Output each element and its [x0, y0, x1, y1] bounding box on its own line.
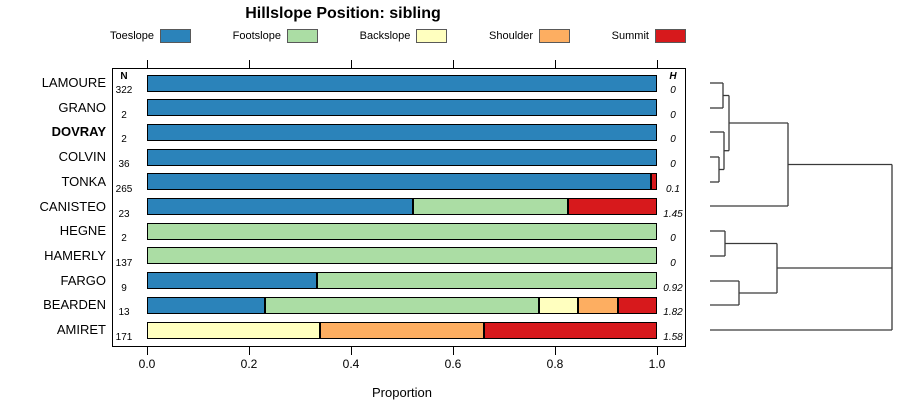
row-label-canisteo: CANISTEO: [39, 198, 106, 214]
legend-swatch: [539, 28, 571, 43]
row-label-tonka: TONKA: [61, 173, 106, 189]
axis-tick-label: 0.6: [444, 357, 462, 371]
bar-segment-summit: [483, 321, 657, 339]
legend-swatch: [286, 28, 318, 43]
legend-swatch: [416, 28, 448, 43]
legend-swatch: [160, 28, 192, 43]
h-value: 0: [670, 257, 676, 269]
bar-segment-toeslope: [147, 99, 657, 117]
bar-segment-summit: [617, 296, 657, 314]
n-value: 171: [115, 332, 133, 343]
h-value: 1.82: [663, 307, 683, 319]
bar-segment-toeslope: [147, 296, 265, 314]
axis-tick-label: 0.4: [342, 357, 360, 371]
bar-segment-backslope: [539, 296, 579, 314]
legend-item: Summit: [611, 28, 686, 43]
n-value: 2: [121, 134, 127, 146]
legend-swatch: [654, 28, 686, 43]
row-label-hamerly: HAMERLY: [44, 247, 106, 263]
row-label-hegne: HEGNE: [59, 223, 106, 239]
row-label-bearden: BEARDEN: [43, 297, 106, 313]
axis-tick: [147, 347, 148, 355]
n-value: 2: [121, 109, 127, 121]
legend-label: Toeslope: [110, 29, 155, 42]
h-value: 0: [670, 85, 676, 96]
h-value: 0: [670, 109, 676, 121]
legend: Toeslope Footslope Backslope Shoulder Summit: [110, 27, 686, 44]
n-column-header: N: [120, 71, 128, 82]
bar-segment-summit: [650, 173, 657, 191]
row-label-fargo: FARGO: [60, 272, 106, 288]
legend-label: Summit: [611, 29, 649, 42]
legend-label: Shoulder: [489, 29, 534, 42]
axis-tick: [555, 347, 556, 355]
n-value: 322: [115, 85, 133, 96]
legend-label: Footslope: [232, 29, 281, 42]
h-column-header: H: [669, 71, 677, 82]
axis-tick: [351, 60, 352, 68]
h-value: 0: [670, 233, 676, 245]
legend-item: Footslope: [232, 28, 318, 43]
row-label-lamoure: LAMOURE: [41, 75, 106, 90]
bar-segment-toeslope: [147, 123, 657, 141]
axis-tick: [147, 60, 148, 68]
n-value: 13: [118, 307, 130, 319]
h-value: 0.92: [663, 282, 683, 294]
panel-box: [112, 68, 686, 347]
n-value: 265: [115, 183, 133, 195]
axis-tick-label: 0.0: [138, 357, 156, 371]
n-value: 23: [118, 208, 130, 220]
bar-segment-footslope: [413, 198, 569, 215]
bar-segment-toeslope: [147, 148, 657, 166]
n-value: 9: [121, 282, 127, 294]
legend-label: Backslope: [359, 29, 411, 42]
bar-segment-backslope: [147, 321, 321, 339]
axis-tick: [453, 60, 454, 68]
n-value: 137: [115, 257, 133, 269]
bar-segment-toeslope: [147, 272, 317, 290]
axis-tick: [657, 60, 658, 68]
bar-segment-toeslope: [147, 74, 657, 92]
bar-segment-shoulder: [578, 296, 618, 314]
h-value: 1.58: [663, 332, 683, 343]
legend-item: Toeslope: [110, 28, 192, 43]
n-value: 2: [121, 233, 127, 245]
axis-tick: [249, 60, 250, 68]
axis-tick-label: 0.8: [546, 357, 564, 371]
bar-segment-footslope: [147, 222, 657, 240]
row-label-amiret: AMIRET: [56, 322, 106, 337]
x-axis-label: Proportion: [372, 385, 432, 400]
bar-segment-footslope: [147, 247, 657, 265]
legend-item: Backslope: [359, 28, 448, 43]
bar-segment-summit: [568, 198, 657, 215]
bar-segment-footslope: [316, 272, 657, 290]
n-value: 36: [118, 159, 130, 171]
legend-item: Shoulder: [489, 28, 571, 43]
axis-tick: [249, 347, 250, 355]
h-value: 0.1: [666, 183, 680, 195]
h-value: 1.45: [663, 208, 683, 220]
h-value: 0: [670, 159, 676, 171]
bar-segment-toeslope: [147, 173, 651, 191]
row-label-colvin: COLVIN: [58, 149, 106, 165]
axis-tick: [657, 347, 658, 355]
bar-segment-toeslope: [147, 198, 414, 215]
axis-tick: [453, 347, 454, 355]
plot-title: Hillslope Position: sibling: [245, 5, 441, 22]
axis-tick-label: 0.2: [240, 357, 258, 371]
bar-segment-shoulder: [320, 321, 484, 339]
row-label-dovray: DOVRAY: [51, 124, 106, 140]
axis-tick: [351, 347, 352, 355]
bar-segment-footslope: [264, 296, 540, 314]
row-label-grano: GRANO: [58, 99, 106, 115]
axis-tick-label: 1.0: [648, 357, 666, 371]
axis-tick: [555, 60, 556, 68]
h-value: 0: [670, 134, 676, 146]
